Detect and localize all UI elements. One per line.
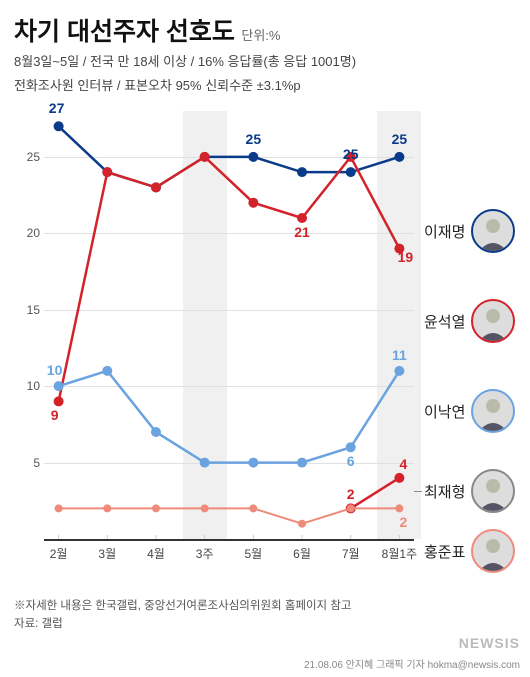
x-tick-label: 4월 <box>147 545 165 562</box>
credit: 21.08.06 안지혜 그래픽 기자 hokma@newsis.com <box>304 656 520 671</box>
series-marker <box>298 520 306 528</box>
subtitle-line-2: 전화조사원 인터뷰 / 표본오차 95% 신뢰수준 ±3.1%p <box>14 76 516 96</box>
series-marker <box>347 504 355 512</box>
data-label: 25 <box>392 131 408 147</box>
y-tick-label: 10 <box>16 379 40 393</box>
x-tick-label: 2월 <box>50 545 68 562</box>
series-marker <box>151 427 161 437</box>
series-marker <box>248 152 258 162</box>
series-marker <box>249 504 257 512</box>
series-marker <box>297 458 307 468</box>
legend-label: 이낙연 <box>424 401 465 422</box>
series-marker <box>54 381 64 391</box>
legend-connector <box>414 491 422 492</box>
legend-item: 최재형 <box>424 469 515 513</box>
data-label: 25 <box>343 146 359 162</box>
series-marker <box>55 504 63 512</box>
footnote: ※자세한 내용은 한국갤럽, 중앙선거여론조사심의위원회 홈페이지 참고 <box>14 597 516 613</box>
series-marker <box>151 182 161 192</box>
x-tick-label: 3주 <box>196 545 214 562</box>
series-marker <box>297 213 307 223</box>
series-marker <box>346 167 356 177</box>
legend-item: 홍준표 <box>424 529 515 573</box>
series-marker <box>346 442 356 452</box>
series-marker <box>297 167 307 177</box>
series-marker <box>394 152 404 162</box>
source: 자료: 갤럽 <box>14 615 516 631</box>
chart-title: 차기 대선주자 선호도 단위:% <box>14 12 516 48</box>
data-label: 19 <box>398 249 414 265</box>
data-label: 21 <box>294 224 310 240</box>
legend-label: 최재형 <box>424 481 465 502</box>
series-marker <box>200 152 210 162</box>
series-marker <box>395 504 403 512</box>
newsis-logo: NEWSIS <box>459 635 520 651</box>
series-marker <box>103 504 111 512</box>
y-tick-label: 15 <box>16 303 40 317</box>
series-marker <box>102 366 112 376</box>
chart-area: 5101520252월3월4월3주5월6월7월8월1주2725252592119… <box>14 111 516 591</box>
data-label: 6 <box>347 453 355 469</box>
chart-svg <box>44 111 414 539</box>
x-tick-label: 5월 <box>244 545 262 562</box>
candidate-avatar <box>471 529 515 573</box>
data-label: 2 <box>399 514 407 530</box>
x-axis <box>44 539 414 541</box>
subtitle-line-1: 8월3일~5일 / 전국 만 18세 이상 / 16% 응답률(총 응답 100… <box>14 52 516 72</box>
data-label: 10 <box>47 362 63 378</box>
series-line <box>59 157 400 402</box>
x-tick-label: 8월1주 <box>382 545 417 562</box>
legend-label: 홍준표 <box>424 541 465 562</box>
y-tick-label: 20 <box>16 226 40 240</box>
y-tick-label: 5 <box>16 456 40 470</box>
series-marker <box>248 458 258 468</box>
candidate-avatar <box>471 469 515 513</box>
legend-label: 이재명 <box>424 221 465 242</box>
legend-item: 윤석열 <box>424 299 515 343</box>
data-label: 11 <box>392 347 407 363</box>
series-marker <box>200 458 210 468</box>
legend-item: 이재명 <box>424 209 515 253</box>
candidate-avatar <box>471 389 515 433</box>
data-label: 4 <box>399 456 407 472</box>
series-marker <box>201 504 209 512</box>
data-label: 25 <box>246 131 262 147</box>
legend-item: 이낙연 <box>424 389 515 433</box>
legend-label: 윤석열 <box>424 311 465 332</box>
x-tick-label: 6월 <box>293 545 311 562</box>
data-label: 2 <box>347 486 355 502</box>
candidate-avatar <box>471 209 515 253</box>
data-label: 27 <box>49 100 65 116</box>
series-marker <box>394 366 404 376</box>
series-marker <box>248 198 258 208</box>
candidate-avatar <box>471 299 515 343</box>
x-tick-label: 3월 <box>98 545 116 562</box>
series-marker <box>394 473 404 483</box>
unit-label: 단위:% <box>241 28 280 43</box>
x-tick-label: 7월 <box>342 545 360 562</box>
series-line <box>351 478 400 509</box>
y-tick-label: 25 <box>16 150 40 164</box>
series-marker <box>102 167 112 177</box>
series-marker <box>54 396 64 406</box>
series-marker <box>152 504 160 512</box>
data-label: 9 <box>51 407 59 423</box>
series-marker <box>54 121 64 131</box>
